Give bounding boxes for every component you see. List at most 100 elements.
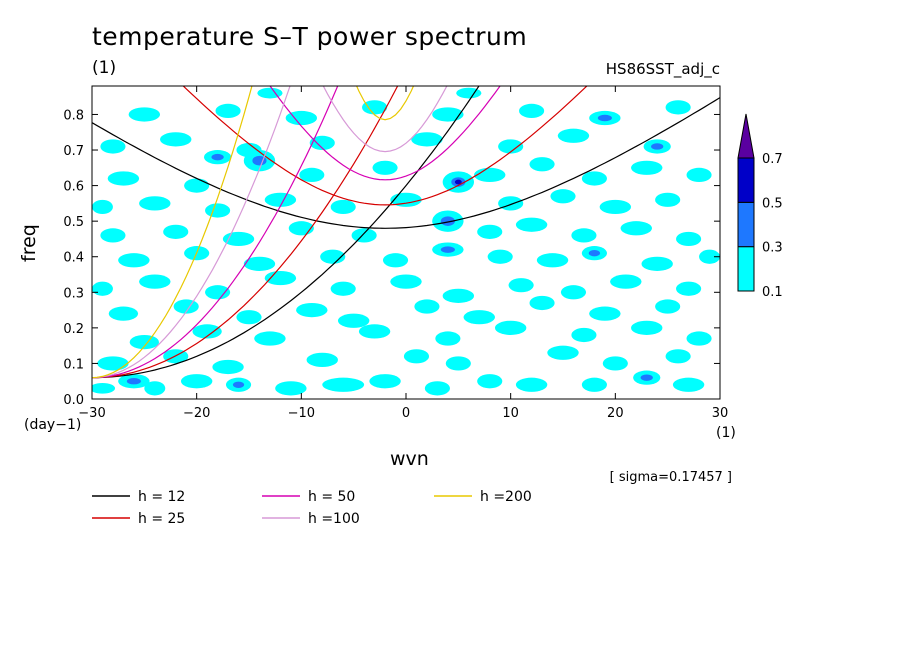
heatmap-patch (92, 199, 113, 215)
heatmap-patch (655, 299, 681, 314)
heatmap-patch (92, 382, 116, 394)
heatmap-patch (184, 178, 210, 193)
heatmap-patch-core (126, 378, 141, 385)
heatmap-patch (442, 288, 475, 303)
heatmap-patch (411, 132, 443, 147)
heatmap-patch (309, 135, 335, 151)
heatmap-patch (372, 160, 398, 175)
heatmap-patch (424, 381, 450, 396)
heatmap-patch (571, 327, 597, 343)
x-tick-label: −10 (288, 406, 315, 421)
heatmap-patch (351, 228, 377, 243)
legend-label: h = 50 (308, 489, 355, 505)
heatmap-patch (118, 253, 150, 268)
y-tick-label: 0.0 (63, 393, 84, 408)
heatmap-patch-core (232, 381, 245, 388)
heatmap-patch (107, 171, 140, 186)
heatmap-patch (97, 356, 129, 371)
heatmap-patch (665, 349, 691, 364)
x-axis-unit: (1) (716, 425, 736, 441)
legend-label: h =100 (308, 511, 360, 527)
heatmap-patch (322, 377, 365, 392)
heatmap-patch (599, 199, 632, 215)
heatmap-patch (92, 281, 113, 296)
heatmap-patch (390, 192, 422, 207)
colorbar-label: 0.7 (762, 152, 783, 167)
heatmap-patch (275, 381, 307, 396)
heatmap-patch (487, 249, 513, 264)
colorbar-segment (737, 201, 755, 248)
heatmap-patch (508, 278, 534, 293)
heatmap-patch (641, 256, 673, 271)
dispersion-curve (92, 86, 399, 379)
heatmap-patch (264, 270, 297, 286)
heatmap-patch (655, 192, 681, 207)
heatmap-patch (320, 249, 346, 264)
x-tick-label: −30 (78, 406, 105, 421)
heatmap-patch (515, 217, 548, 232)
legend-label: h = 12 (138, 489, 185, 505)
heatmap-patch (337, 313, 370, 328)
heatmap-patch (631, 320, 663, 335)
heatmap-patch-core (252, 155, 267, 166)
dispersion-curve (92, 86, 480, 379)
heatmap-patch (403, 349, 430, 364)
heatmap-patch (686, 167, 712, 183)
y-tick-label: 0.8 (63, 108, 84, 123)
heatmap-patch (686, 331, 712, 346)
heatmap-patch (330, 199, 356, 215)
heatmap-patch (432, 107, 464, 122)
colorbar-label: 0.3 (762, 241, 783, 256)
x-tick-label: 0 (402, 406, 410, 421)
colorbar-extension (737, 113, 755, 159)
heatmap-patch (212, 359, 244, 375)
heatmap-patch (602, 356, 628, 371)
y-tick-label: 0.3 (63, 286, 84, 301)
legend-label: h =200 (480, 489, 532, 505)
heatmap-patch-core (440, 216, 455, 226)
dispersion-curve (92, 86, 291, 379)
heatmap-patch (557, 128, 590, 143)
heatmap-patch (139, 274, 171, 289)
y-tick-label: 0.2 (63, 322, 84, 337)
heatmap-patch (390, 274, 422, 289)
y-tick-label: 0.4 (63, 251, 84, 266)
heatmap-patch (515, 377, 548, 392)
heatmap-patch (222, 231, 255, 247)
heatmap-patch-core (651, 143, 664, 150)
x-tick-label: 10 (502, 406, 519, 421)
dispersion-curve (269, 86, 501, 181)
heatmap-patch (498, 139, 524, 154)
heatmap-patch (414, 299, 440, 314)
colorbar-label: 0.1 (762, 285, 783, 300)
heatmap-patch (445, 356, 471, 371)
heatmap-patch (463, 310, 495, 325)
heatmap-patch (477, 224, 503, 239)
heatmap-patch-core (440, 246, 455, 253)
heatmap-patch (362, 100, 388, 115)
dispersion-curve (355, 86, 415, 121)
heatmap-patch (306, 352, 338, 367)
y-tick-label: 0.1 (63, 357, 84, 372)
heatmap-patch (631, 160, 663, 175)
dispersion-curve (92, 86, 339, 379)
heatmap-patch (382, 253, 409, 268)
heatmap-patch-core (597, 114, 612, 122)
heatmap-patch (581, 171, 607, 186)
plot-background (92, 86, 720, 399)
heatmap-patch (205, 285, 231, 300)
heatmap-patch (296, 302, 328, 318)
heatmap-patch (665, 100, 691, 115)
heatmap-patch (560, 285, 587, 300)
heatmap-patch (254, 331, 286, 346)
chart-subtitle-left: (1) (92, 58, 117, 78)
dispersion-curve (182, 86, 588, 206)
colorbar-segment (737, 157, 755, 203)
heatmap-patch (358, 324, 391, 339)
sigma-annotation: [ sigma=0.17457 ] (609, 470, 732, 485)
heatmap-patch (299, 167, 325, 183)
heatmap-patch (477, 374, 503, 389)
heatmap-patch (180, 374, 213, 389)
